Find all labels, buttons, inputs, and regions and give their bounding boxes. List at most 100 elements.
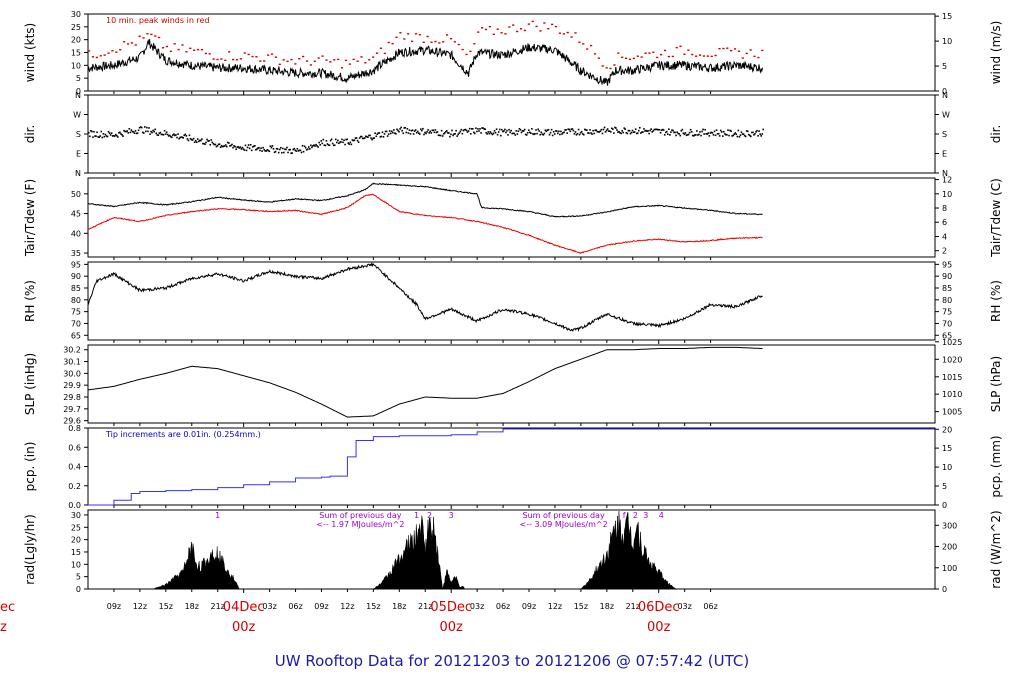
dir-point xyxy=(492,132,495,135)
date-label-day: 04Dec xyxy=(223,600,265,615)
dir-point xyxy=(545,130,548,133)
dir-point xyxy=(321,142,324,145)
peak-wind-mark xyxy=(208,53,211,55)
peak-wind-mark xyxy=(352,58,355,61)
dir-point xyxy=(557,132,559,135)
slp-right-tick-label: 1010 xyxy=(942,390,962,399)
peak-wind-mark xyxy=(216,58,219,61)
dir-point xyxy=(304,146,307,149)
dir-point xyxy=(94,135,96,137)
dir-point xyxy=(281,151,283,154)
dir-point xyxy=(360,135,363,138)
dir-point xyxy=(462,129,465,132)
rad-left-tick-label: 15 xyxy=(71,548,81,557)
temp-left-tick-label: 45 xyxy=(71,210,81,219)
dir-point xyxy=(694,134,696,136)
dir-point xyxy=(300,151,303,154)
dir-point xyxy=(584,128,586,131)
dir-point xyxy=(165,131,168,134)
dir-point xyxy=(562,132,564,134)
pcp-left-tick-label: 0.2 xyxy=(68,482,81,491)
dir-point xyxy=(589,129,591,131)
dir-point xyxy=(224,144,227,146)
peak-wind-mark xyxy=(554,25,558,28)
dir-point xyxy=(471,127,474,130)
dir-point xyxy=(344,143,346,146)
wind-left-tick-label: 10 xyxy=(71,61,81,70)
wind-annotation: 10 min. peak winds in red xyxy=(106,16,210,25)
rad-annotation: <-- 3.09 MJoules/m^2 xyxy=(519,520,607,529)
peak-wind-mark xyxy=(313,60,316,62)
dir-point xyxy=(117,136,119,138)
wind-left-tick-label: 5 xyxy=(76,74,81,83)
temp-line xyxy=(87,193,763,255)
dir-point xyxy=(723,130,725,133)
peak-wind-mark xyxy=(107,52,110,54)
dir-point xyxy=(389,132,392,135)
dir-point xyxy=(99,135,102,137)
dir-point xyxy=(658,128,661,131)
dir-point xyxy=(188,134,191,137)
dir-point xyxy=(147,130,149,133)
dir-point xyxy=(178,137,180,140)
dir-point xyxy=(553,133,556,135)
dir-point xyxy=(728,134,730,137)
dir-point xyxy=(689,128,692,131)
dir-point xyxy=(284,148,286,151)
dir-point xyxy=(628,129,631,132)
peak-wind-mark xyxy=(644,52,647,54)
dir-point xyxy=(367,136,369,139)
pcp-left-tick-label: 0.4 xyxy=(68,463,81,472)
dir-point xyxy=(246,146,249,149)
temp-left-tick-label: 35 xyxy=(71,249,81,258)
peak-wind-mark xyxy=(189,47,192,50)
peak-wind-mark xyxy=(321,55,324,57)
dir-point xyxy=(187,139,190,142)
dir-point xyxy=(90,129,92,132)
peak-wind-mark xyxy=(348,63,351,65)
temp-ylabel-right: Tair/Tdew (C) xyxy=(989,178,1003,258)
dir-point xyxy=(342,141,344,144)
peak-wind-mark xyxy=(582,43,585,45)
pcp-left-tick-label: 0.6 xyxy=(68,443,81,452)
dir-point xyxy=(508,128,510,131)
dir-point xyxy=(427,129,429,131)
temp-ylabel-left: Tair/Tdew (F) xyxy=(23,179,37,257)
peak-wind-mark xyxy=(733,48,737,50)
dir-point xyxy=(401,129,403,132)
dir-point xyxy=(426,130,428,133)
dir-point xyxy=(641,131,643,133)
dir-point xyxy=(152,129,154,132)
dir-point xyxy=(368,134,370,137)
dir-point xyxy=(506,129,508,132)
peak-wind-mark xyxy=(123,41,126,43)
dir-point xyxy=(196,138,199,140)
dir-right-tick-label: N xyxy=(942,91,948,100)
dir-point xyxy=(550,128,553,131)
dir-point xyxy=(327,144,330,146)
pcp-annotation: Tip increments are 0.01in. (0.254mm.) xyxy=(105,430,261,439)
peak-wind-mark xyxy=(710,55,713,58)
peak-wind-mark xyxy=(492,33,495,36)
dir-point xyxy=(542,134,545,136)
dir-point xyxy=(565,129,567,131)
panel-rh xyxy=(87,261,936,341)
dir-point xyxy=(88,131,90,134)
dir-point xyxy=(678,133,681,135)
dir-point xyxy=(633,131,636,133)
dir-point xyxy=(744,135,747,138)
dir-point xyxy=(624,128,627,130)
panel-pcp xyxy=(87,427,936,506)
dir-point xyxy=(732,134,734,137)
dir-point xyxy=(632,131,635,134)
dir-point xyxy=(89,135,91,138)
dir-point xyxy=(660,129,663,132)
dir-point xyxy=(195,141,198,144)
dir-point xyxy=(460,128,463,131)
dir-point xyxy=(250,149,253,152)
dir-point xyxy=(511,132,513,135)
dir-point xyxy=(157,134,160,137)
dir-point xyxy=(295,150,298,152)
dir-point xyxy=(490,132,493,135)
peak-wind-mark xyxy=(193,49,196,51)
